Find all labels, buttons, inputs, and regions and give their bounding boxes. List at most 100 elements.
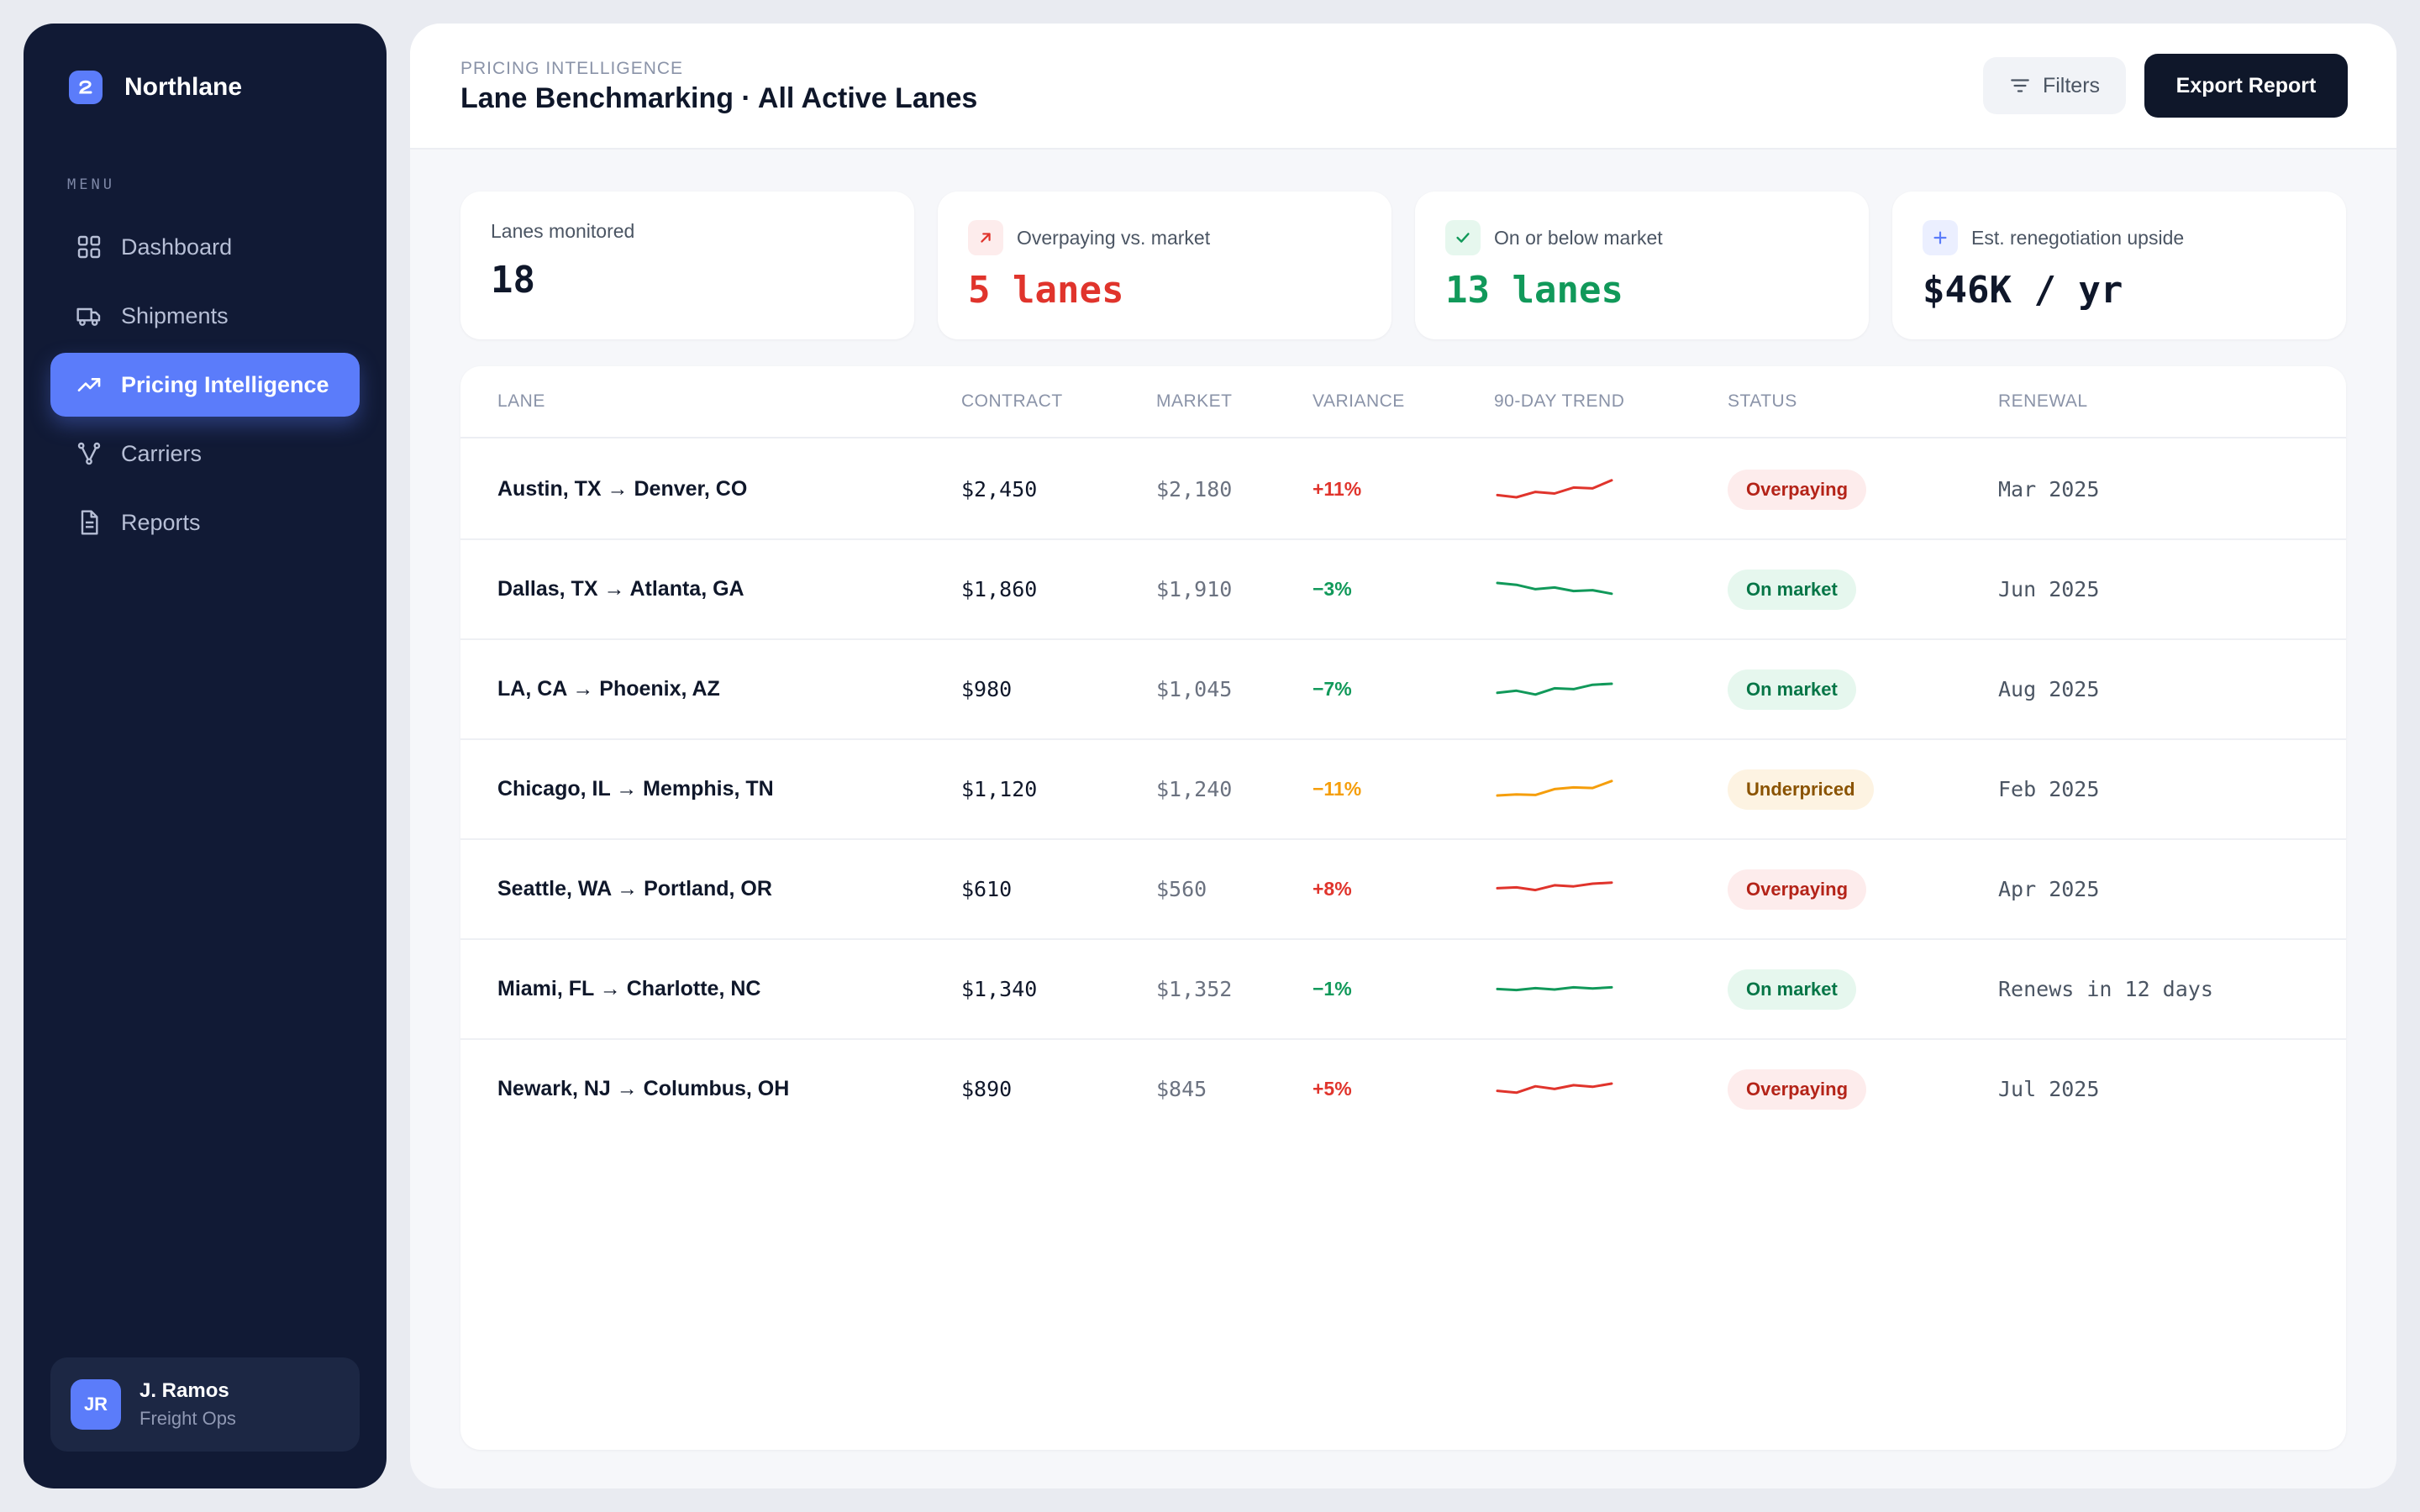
trend-sparkline	[1494, 540, 1615, 638]
variance-value: −11%	[1313, 778, 1362, 800]
trend-sparkline	[1494, 1040, 1615, 1138]
sparkline-line	[1496, 682, 1613, 696]
trending-up-icon	[77, 378, 101, 391]
market-rate: $1,910	[1156, 577, 1233, 601]
export-report-button[interactable]: Export Report	[2144, 54, 2348, 118]
status-cell: On market	[1728, 640, 1856, 738]
table-row[interactable]: Dallas, TX → Atlanta, GA $1,860 $1,910 −3% O…	[460, 540, 2346, 640]
nav-item-label: Pricing Intelligence	[121, 371, 329, 397]
nav-item-label: Dashboard	[121, 234, 233, 260]
market-rate: $1,045	[1156, 677, 1233, 701]
kpi-card-lanes-monitored: Lanes monitored 18	[460, 192, 914, 339]
nav-item-carriers[interactable]: Carriers	[50, 422, 360, 486]
column-header-renewal[interactable]: RENEWAL	[1998, 391, 2088, 411]
table-row[interactable]: Newark, NJ → Columbus, OH $890 $845 +5% Over…	[460, 1040, 2346, 1140]
nav-item-reports[interactable]: Reports	[50, 491, 360, 554]
table-row[interactable]: Austin, TX → Denver, CO $2,450 $2,180 +11% O…	[460, 440, 2346, 540]
sparkline-line	[1496, 880, 1613, 891]
column-header-lane[interactable]: LANE	[497, 391, 545, 411]
trend-sparkline	[1494, 840, 1615, 938]
status-badge: On market	[1728, 969, 1856, 1010]
filters-button-label: Filters	[2042, 73, 2101, 97]
user-name: J. Ramos	[139, 1379, 229, 1402]
trend-sparkline	[1494, 640, 1615, 738]
filter-icon	[2011, 79, 2029, 92]
network-icon	[77, 442, 101, 465]
trend-sparkline	[1494, 940, 1615, 1038]
market-rate: $2,180	[1156, 477, 1233, 501]
column-header-variance[interactable]: VARIANCE	[1313, 391, 1405, 411]
status-badge: Overpaying	[1728, 1068, 1867, 1110]
kpi-value: $46K / yr	[1923, 269, 2123, 312]
page-title: Lane Benchmarking · All Active Lanes	[460, 82, 978, 114]
table-row[interactable]: Seattle, WA → Portland, OR $610 $560 +8% Ove…	[460, 840, 2346, 940]
kpi-label: On or below market	[1494, 226, 1663, 249]
kpi-card-on-market: On or below market 13 lanes	[1415, 192, 1869, 339]
nav-item-label: Shipments	[121, 302, 229, 328]
main-nav: Dashboard Shipments Pricing Intelligence…	[50, 215, 360, 559]
variance-value: +8%	[1313, 878, 1352, 900]
status-badge: Overpaying	[1728, 469, 1867, 510]
document-icon	[81, 510, 98, 535]
user-card[interactable]: JR J. Ramos Freight Ops	[50, 1357, 360, 1452]
renewal-date: Feb 2025	[1998, 777, 2100, 801]
renewal-date: Aug 2025	[1998, 677, 2100, 701]
sparkline-line	[1496, 581, 1613, 595]
lane-name: Austin, TX → Denver, CO	[497, 477, 748, 501]
status-badge: Underpriced	[1728, 769, 1874, 810]
sidebar: Northlane MENU Dashboard Shipments Prici…	[24, 24, 387, 1488]
table-row[interactable]: LA, CA → Phoenix, AZ $980 $1,045 −7% On mark…	[460, 640, 2346, 740]
table-header: LANE CONTRACT MARKET VARIANCE 90-DAY TRE…	[460, 366, 2346, 438]
kpi-value: 5 lanes	[968, 269, 1124, 312]
status-badge: On market	[1728, 569, 1856, 610]
kpi-value: 18	[491, 259, 535, 302]
kpi-card-renegotiation-upside: Est. renegotiation upside $46K / yr	[1892, 192, 2346, 339]
lane-name: Dallas, TX → Atlanta, GA	[497, 577, 744, 601]
market-rate: $1,240	[1156, 777, 1233, 801]
kpi-label: Est. renegotiation upside	[1971, 226, 2185, 249]
lane-benchmark-table: LANE CONTRACT MARKET VARIANCE 90-DAY TRE…	[460, 366, 2346, 1450]
column-header-trend[interactable]: 90-DAY TREND	[1494, 391, 1625, 411]
grid-icon	[77, 235, 101, 259]
arrow-up-right-icon	[968, 220, 1003, 255]
nav-item-pricing-intelligence[interactable]: Pricing Intelligence	[50, 353, 360, 417]
renewal-date: Jul 2025	[1998, 1077, 2100, 1101]
column-header-status[interactable]: STATUS	[1728, 391, 1797, 411]
northlane-logo-icon	[69, 71, 103, 104]
variance-value: +11%	[1313, 478, 1362, 500]
page-eyebrow: PRICING INTELLIGENCE	[460, 59, 684, 78]
table-row[interactable]: Miami, FL → Charlotte, NC $1,340 $1,352 −1%…	[460, 940, 2346, 1040]
sparkline-chart	[1496, 985, 1613, 991]
column-header-market[interactable]: MARKET	[1156, 391, 1233, 411]
column-header-contract[interactable]: CONTRACT	[961, 391, 1063, 411]
kpi-value: 13 lanes	[1445, 269, 1623, 312]
status-badge: Overpaying	[1728, 869, 1867, 910]
contract-rate: $1,120	[961, 777, 1038, 801]
kpi-head: Lanes monitored	[491, 220, 634, 243]
filters-button[interactable]: Filters	[1983, 57, 2126, 114]
sparkline-line	[1496, 985, 1613, 991]
lane-name: Newark, NJ → Columbus, OH	[497, 1077, 790, 1100]
kpi-card-overpaying: Overpaying vs. market 5 lanes	[938, 192, 1392, 339]
variance-value: −7%	[1313, 678, 1352, 700]
market-rate: $560	[1156, 877, 1207, 901]
sparkline-line	[1496, 478, 1613, 498]
plus-icon	[1923, 220, 1958, 255]
variance-value: +5%	[1313, 1078, 1352, 1100]
trend-sparkline	[1494, 440, 1615, 538]
menu-heading: MENU	[67, 176, 115, 193]
contract-rate: $1,340	[961, 977, 1038, 1001]
kpi-label: Overpaying vs. market	[1017, 226, 1211, 249]
nav-item-shipments[interactable]: Shipments	[50, 284, 360, 348]
user-role: Freight Ops	[139, 1408, 236, 1429]
brand[interactable]: Northlane	[69, 71, 242, 104]
market-rate: $1,352	[1156, 977, 1233, 1001]
kpi-head: On or below market	[1445, 220, 1663, 255]
lane-name: Miami, FL → Charlotte, NC	[497, 977, 761, 1000]
table-row[interactable]: Chicago, IL → Memphis, TN $1,120 $1,240 −11…	[460, 740, 2346, 840]
trend-sparkline	[1494, 740, 1615, 838]
contract-rate: $890	[961, 1077, 1013, 1101]
nav-item-dashboard[interactable]: Dashboard	[50, 215, 360, 279]
status-badge: On market	[1728, 669, 1856, 710]
sparkline-chart	[1496, 1082, 1613, 1094]
